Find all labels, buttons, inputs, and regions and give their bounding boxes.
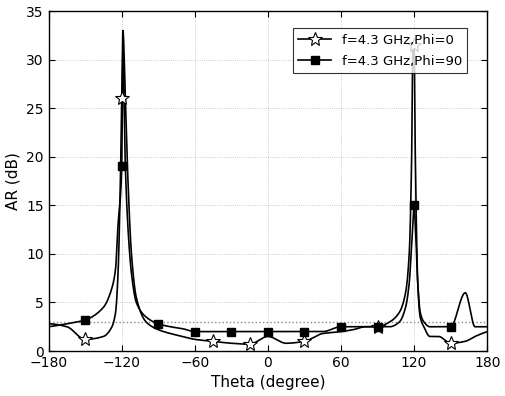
X-axis label: Theta (degree): Theta (degree) <box>210 375 325 390</box>
Y-axis label: AR (dB): AR (dB) <box>6 152 21 210</box>
Legend: f=4.3 GHz,Phi=0, f=4.3 GHz,Phi=90: f=4.3 GHz,Phi=0, f=4.3 GHz,Phi=90 <box>292 28 467 73</box>
